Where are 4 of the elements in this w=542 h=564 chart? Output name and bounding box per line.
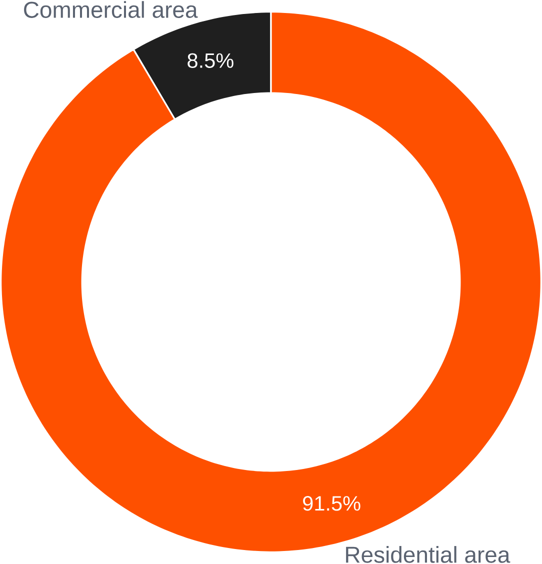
- slice-label: Residential area: [346, 546, 510, 563]
- data-label: 91.5%: [303, 496, 360, 511]
- data-label: 8.5%: [188, 53, 234, 68]
- slice-label: Commercial area: [24, 1, 198, 18]
